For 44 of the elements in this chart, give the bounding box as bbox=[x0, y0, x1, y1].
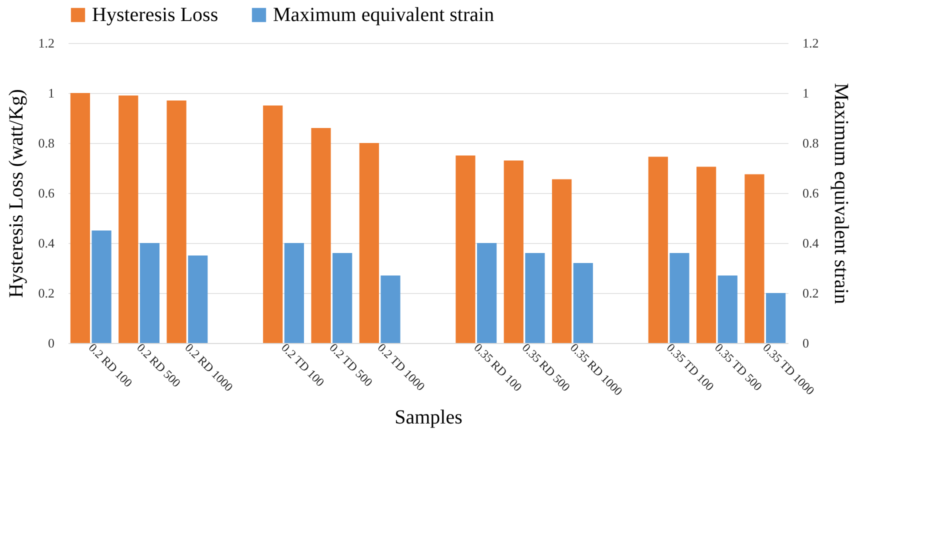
bar bbox=[477, 243, 497, 343]
y-axis-title: Hysteresis Loss (watt/Kg) bbox=[5, 89, 28, 298]
bar bbox=[311, 128, 331, 343]
bar bbox=[504, 160, 524, 343]
bar bbox=[166, 100, 186, 343]
bar bbox=[456, 156, 476, 343]
bar bbox=[263, 106, 283, 343]
y-tick-label: 0.2 bbox=[38, 286, 54, 300]
x-tick-label: 0.2 RD 500 bbox=[134, 340, 184, 390]
legend-label: Maximum equivalent strain bbox=[273, 4, 494, 26]
y2-tick-label: 0.8 bbox=[802, 136, 819, 150]
y2-axis-title: Maximum equivalent strain bbox=[830, 82, 852, 304]
x-tick-label: 0.2 RD 100 bbox=[86, 340, 136, 390]
bar bbox=[525, 253, 545, 343]
y-tick-label: 1 bbox=[48, 86, 54, 100]
x-tick-label: 0.2 TD 100 bbox=[278, 340, 328, 390]
y2-tick-label: 0.2 bbox=[802, 286, 819, 300]
y-tick-label: 0 bbox=[48, 336, 54, 350]
bar bbox=[696, 166, 716, 343]
bar bbox=[188, 256, 208, 343]
y-tick-label: 0.4 bbox=[38, 236, 55, 250]
bar bbox=[380, 276, 400, 343]
bar bbox=[332, 253, 352, 343]
y2-tick-label: 0.4 bbox=[802, 236, 820, 250]
x-axis-title: Samples bbox=[394, 406, 463, 429]
bar bbox=[70, 93, 90, 343]
y2-tick-label: 1 bbox=[802, 86, 809, 100]
y-tick-label: 1.2 bbox=[38, 36, 54, 50]
y2-tick-label: 0 bbox=[802, 336, 809, 350]
bar bbox=[744, 174, 764, 343]
x-tick-label: 0.2 TD 500 bbox=[326, 340, 376, 390]
bar bbox=[648, 156, 668, 343]
bar bbox=[670, 253, 690, 343]
y-tick-label: 0.6 bbox=[38, 186, 55, 200]
y2-tick-label: 1.2 bbox=[802, 36, 819, 50]
x-tick-label: 0.2 RD 1000 bbox=[182, 340, 236, 394]
bar bbox=[766, 293, 786, 343]
bar bbox=[552, 179, 572, 343]
legend-label: Hysteresis Loss bbox=[92, 4, 218, 26]
bar bbox=[359, 143, 379, 343]
y-tick-label: 0.8 bbox=[38, 136, 54, 150]
y2-tick-label: 0.6 bbox=[802, 186, 820, 200]
x-tick-label: 0.2 TD 1000 bbox=[374, 340, 428, 394]
bar bbox=[118, 96, 138, 343]
